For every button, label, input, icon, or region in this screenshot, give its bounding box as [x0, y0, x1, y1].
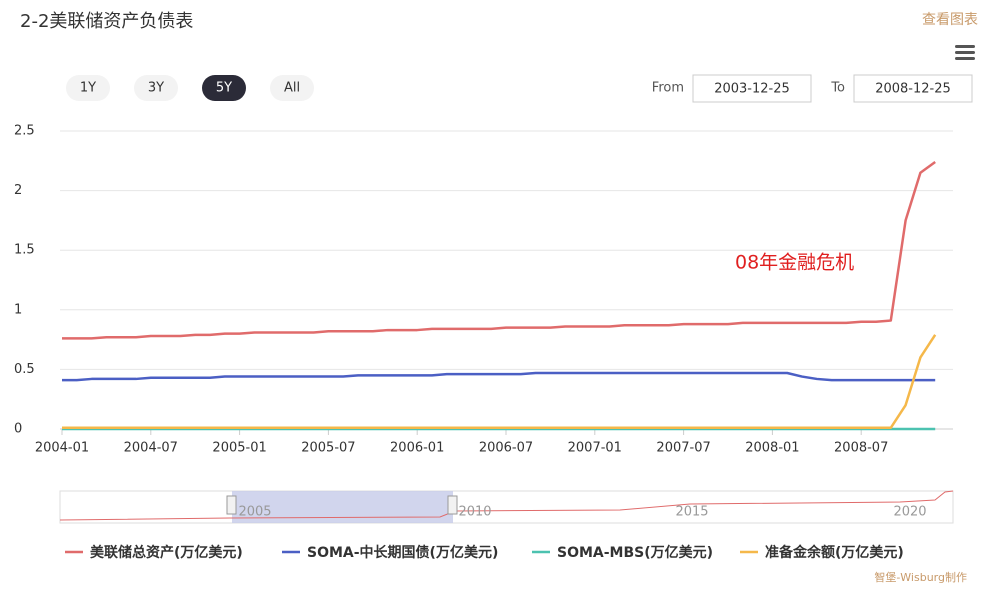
x-tick-label: 2005-01: [212, 441, 266, 456]
x-tick-label: 2006-01: [390, 441, 444, 456]
y-tick-label: 1: [14, 302, 22, 317]
to-input[interactable]: [853, 74, 973, 103]
series-line: [62, 160, 936, 340]
range-button-label: 5Y: [216, 81, 232, 96]
legend-label: 美联储总资产(万亿美元): [90, 544, 243, 561]
navigator-label: 2020: [893, 505, 926, 520]
x-tick-label: 2004-01: [35, 441, 89, 456]
navigator[interactable]: [59, 490, 954, 524]
y-tick-label: 0: [14, 422, 22, 437]
series-line: [62, 334, 937, 430]
annotation: 08年金融危机: [735, 252, 854, 274]
x-tick-label: 2008-01: [745, 441, 799, 456]
range-button-selected[interactable]: [202, 75, 246, 101]
y-tick-label: 2.5: [14, 124, 35, 139]
range-button[interactable]: [270, 75, 314, 101]
x-tick-label: 2006-07: [479, 441, 533, 456]
y-tick-label: 2: [14, 183, 22, 198]
x-tick-label: 2008-07: [834, 441, 888, 456]
navigator-label: 2005: [238, 505, 271, 520]
menu-icon[interactable]: [955, 45, 975, 60]
x-tick-label: 2007-07: [656, 441, 710, 456]
y-tick-label: 0.5: [14, 362, 35, 377]
from-value: 2003-12-25: [714, 82, 790, 97]
range-button[interactable]: [66, 75, 110, 101]
x-tick-label: 2005-07: [301, 441, 355, 456]
legend-label: SOMA-MBS(万亿美元): [557, 544, 713, 561]
to-value: 2008-12-25: [875, 82, 951, 97]
navigator-label: 2015: [675, 505, 708, 520]
from-input[interactable]: [692, 74, 812, 103]
view-chart-link[interactable]: 查看图表: [922, 12, 978, 28]
page-title: 2-2美联储资产负债表: [20, 11, 193, 32]
legend-label: SOMA-中长期国债(万亿美元): [307, 544, 498, 561]
legend-label: 准备金余额(万亿美元): [765, 544, 904, 561]
range-button-label: 3Y: [148, 81, 164, 96]
credit: 智堡-Wisburg制作: [874, 570, 967, 584]
range-button-label: All: [284, 81, 300, 96]
navigator-label: 2010: [458, 505, 491, 520]
range-button[interactable]: [134, 75, 178, 101]
x-tick-label: 2007-01: [568, 441, 622, 456]
to-label: To: [830, 81, 845, 96]
y-tick-label: 1.5: [14, 243, 35, 258]
range-button-label: 1Y: [80, 81, 96, 96]
from-label: From: [652, 81, 684, 96]
series-line: [62, 371, 936, 382]
x-tick-label: 2004-07: [124, 441, 178, 456]
